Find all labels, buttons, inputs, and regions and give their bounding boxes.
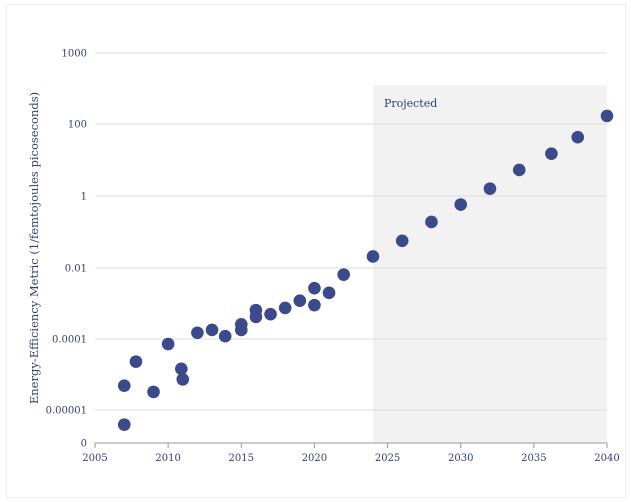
x-tick-label: 2020: [302, 453, 327, 464]
y-tick-label: 100: [68, 120, 87, 131]
data-point: [545, 147, 558, 160]
x-tick-label: 2040: [594, 453, 619, 464]
data-point: [147, 385, 160, 399]
data-point: [191, 326, 204, 340]
y-tick-label: 0.01: [65, 264, 87, 275]
data-points: [117, 109, 614, 431]
data-point: [512, 163, 526, 177]
data-point: [483, 182, 497, 195]
data-point: [234, 317, 248, 331]
data-point: [175, 362, 188, 376]
x-tick-label: 2025: [375, 453, 400, 464]
chart-frame: [6, 4, 626, 498]
data-point: [395, 234, 409, 248]
y-axis-label: Energy-Efficiency Metric (1/femtojoules …: [27, 92, 41, 404]
data-point: [571, 130, 585, 144]
data-point: [454, 198, 468, 211]
data-point: [249, 303, 263, 317]
data-point: [322, 286, 336, 300]
data-point: [600, 109, 614, 123]
y-tick-label: 0: [81, 439, 87, 450]
data-point: [425, 215, 438, 229]
data-point: [117, 379, 131, 392]
y-tick-label: 1: [81, 192, 87, 203]
data-point: [308, 281, 321, 295]
projected-label: Projected: [384, 97, 437, 110]
data-point: [161, 337, 175, 351]
data-point: [129, 355, 143, 368]
data-point: [205, 323, 219, 337]
x-axis-ticks: 2005 2010 2015 2020 2025 2030 2035 2040: [82, 443, 620, 464]
data-point: [337, 268, 350, 281]
x-tick-label: 2005: [82, 453, 107, 464]
x-tick-label: 2035: [521, 453, 546, 464]
data-point: [264, 307, 277, 321]
data-point: [308, 298, 321, 312]
data-point: [218, 329, 232, 343]
x-tick-label: 2010: [155, 453, 180, 464]
data-point: [366, 250, 380, 263]
data-point: [293, 294, 307, 307]
y-axis-ticks: 0 0.00001 0.0001 0.01 1 100 1000: [46, 49, 87, 450]
gridlines: [95, 52, 607, 411]
data-point: [176, 373, 190, 386]
data-point: [117, 418, 131, 431]
data-point: [278, 301, 292, 315]
x-tick-label: 2030: [448, 453, 473, 464]
y-tick-label: 1000: [62, 49, 87, 60]
y-tick-label: 0.0001: [52, 335, 87, 346]
x-tick-label: 2015: [229, 453, 254, 464]
y-tick-label: 0.00001: [46, 406, 87, 417]
projected-region: [372, 85, 607, 443]
